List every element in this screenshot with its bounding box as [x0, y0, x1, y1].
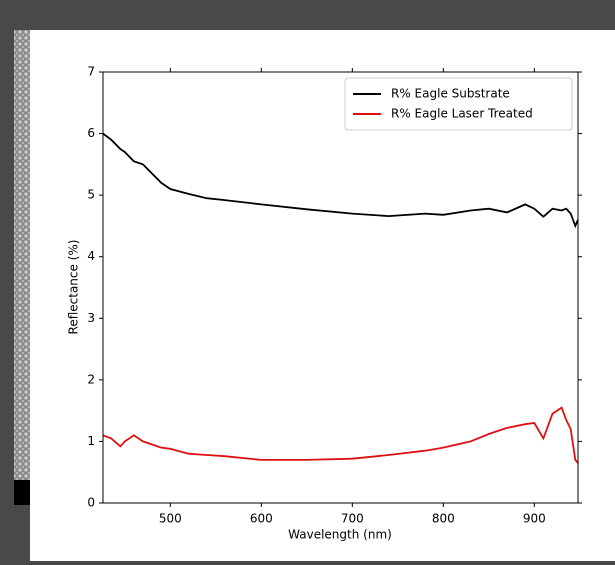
y-tick-label: 4 [87, 249, 95, 263]
y-axis-label: Reflectance (%) [67, 240, 81, 335]
x-tick-label: 500 [159, 512, 182, 526]
sem-image [14, 30, 30, 480]
y-tick-label: 1 [87, 434, 95, 448]
x-tick-label: 700 [341, 512, 364, 526]
x-tick-label: 800 [432, 512, 455, 526]
y-tick-label: 5 [87, 188, 95, 202]
y-tick-label: 6 [87, 126, 95, 140]
x-tick-label: 600 [250, 512, 273, 526]
data-line [102, 406, 579, 464]
legend-box [344, 77, 573, 131]
legend-label: R% Eagle Substrate [391, 87, 510, 101]
sem-image-bar [14, 480, 30, 505]
x-axis-label: Wavelength (nm) [288, 528, 392, 542]
data-line [102, 132, 579, 229]
y-tick-label: 2 [87, 372, 95, 386]
y-tick-label: 0 [87, 496, 95, 510]
plot-frame [102, 71, 579, 504]
y-tick-label: 3 [87, 311, 95, 325]
x-tick-label: 900 [523, 512, 546, 526]
legend-label: R% Eagle Laser Treated [391, 107, 533, 121]
y-tick-label: 7 [87, 65, 95, 79]
